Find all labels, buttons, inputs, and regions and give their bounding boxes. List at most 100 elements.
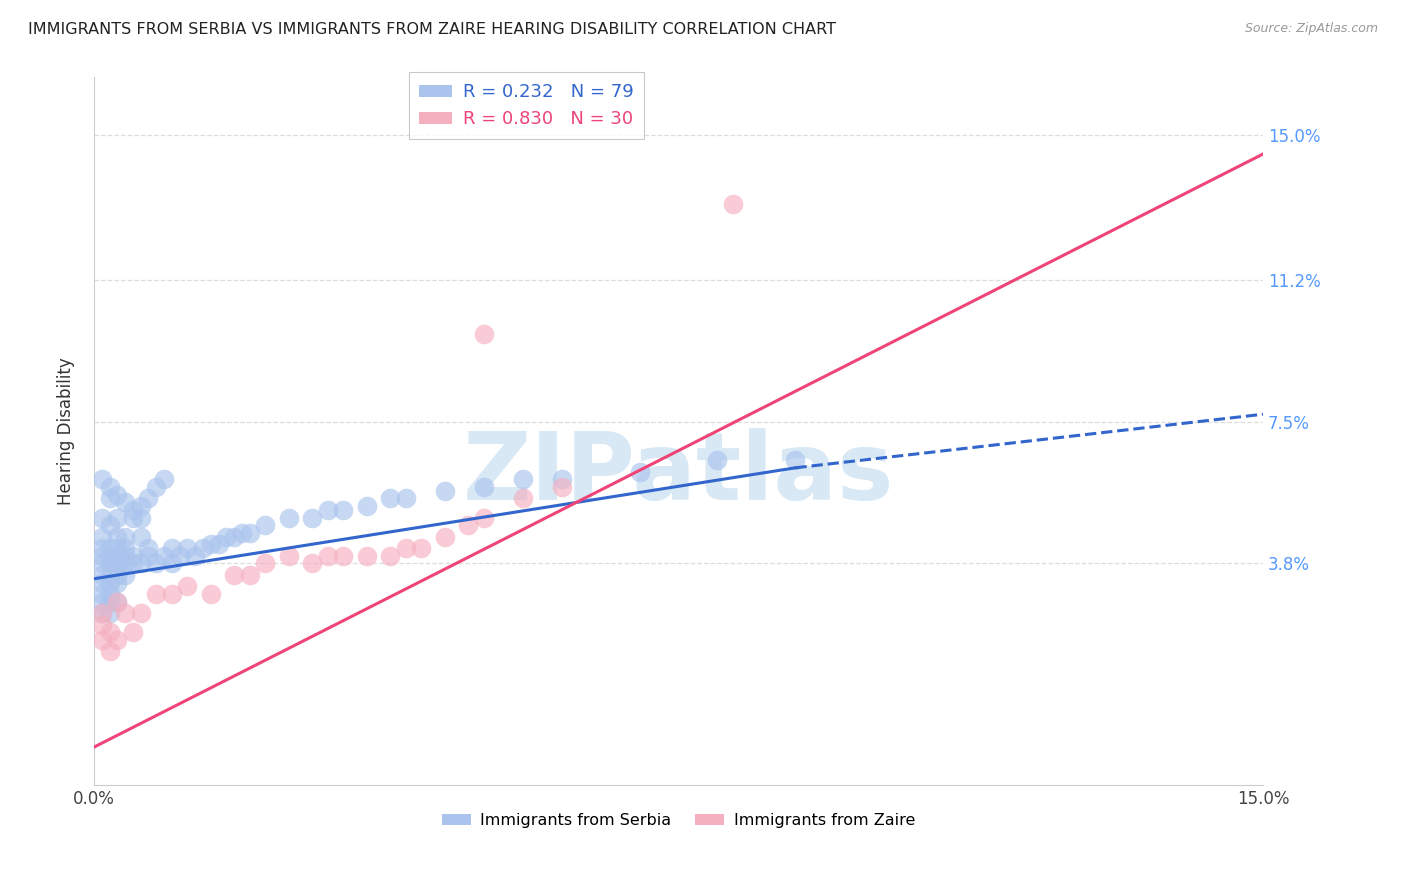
Point	[254, 518, 277, 533]
Point	[224, 530, 246, 544]
Point	[105, 530, 128, 544]
Point	[114, 557, 136, 571]
Point	[433, 483, 456, 498]
Point	[138, 541, 160, 556]
Point	[512, 491, 534, 506]
Point	[378, 491, 401, 506]
Point	[153, 472, 176, 486]
Point	[98, 625, 121, 640]
Point	[98, 587, 121, 601]
Point	[277, 549, 299, 563]
Point	[129, 530, 152, 544]
Point	[153, 549, 176, 563]
Point	[98, 557, 121, 571]
Point	[176, 579, 198, 593]
Point	[122, 625, 145, 640]
Point	[395, 541, 418, 556]
Point	[356, 499, 378, 513]
Point	[316, 503, 339, 517]
Point	[114, 606, 136, 620]
Point	[114, 549, 136, 563]
Point	[98, 595, 121, 609]
Point	[98, 606, 121, 620]
Point	[122, 557, 145, 571]
Point	[301, 510, 323, 524]
Point	[176, 541, 198, 556]
Point	[356, 549, 378, 563]
Point	[129, 557, 152, 571]
Point	[105, 568, 128, 582]
Point	[160, 541, 183, 556]
Point	[145, 557, 167, 571]
Point	[98, 549, 121, 563]
Point	[105, 595, 128, 609]
Legend: Immigrants from Serbia, Immigrants from Zaire: Immigrants from Serbia, Immigrants from …	[436, 806, 921, 834]
Point	[721, 196, 744, 211]
Point	[200, 587, 222, 601]
Point	[433, 530, 456, 544]
Point	[138, 491, 160, 506]
Text: Source: ZipAtlas.com: Source: ZipAtlas.com	[1244, 22, 1378, 36]
Point	[90, 568, 112, 582]
Point	[90, 617, 112, 632]
Point	[200, 537, 222, 551]
Point	[122, 510, 145, 524]
Point	[90, 541, 112, 556]
Point	[472, 480, 495, 494]
Point	[90, 633, 112, 648]
Point	[90, 510, 112, 524]
Point	[122, 503, 145, 517]
Point	[785, 453, 807, 467]
Point	[239, 568, 262, 582]
Point	[215, 530, 238, 544]
Point	[90, 530, 112, 544]
Point	[90, 595, 112, 609]
Point	[98, 541, 121, 556]
Point	[550, 472, 572, 486]
Point	[90, 472, 112, 486]
Point	[105, 595, 128, 609]
Point	[512, 472, 534, 486]
Point	[129, 606, 152, 620]
Point	[105, 510, 128, 524]
Point	[224, 568, 246, 582]
Point	[90, 575, 112, 590]
Point	[301, 557, 323, 571]
Point	[90, 606, 112, 620]
Point	[277, 510, 299, 524]
Point	[457, 518, 479, 533]
Point	[628, 465, 651, 479]
Point	[129, 499, 152, 513]
Point	[105, 575, 128, 590]
Point	[145, 480, 167, 494]
Point	[395, 491, 418, 506]
Point	[90, 606, 112, 620]
Point	[254, 557, 277, 571]
Point	[105, 541, 128, 556]
Point	[90, 587, 112, 601]
Text: ZIPatlas: ZIPatlas	[463, 428, 894, 520]
Point	[98, 644, 121, 658]
Point	[105, 549, 128, 563]
Point	[105, 487, 128, 501]
Point	[706, 453, 728, 467]
Point	[138, 549, 160, 563]
Point	[169, 549, 191, 563]
Point	[332, 503, 354, 517]
Point	[114, 495, 136, 509]
Point	[550, 480, 572, 494]
Point	[208, 537, 231, 551]
Point	[122, 549, 145, 563]
Point	[145, 587, 167, 601]
Point	[114, 530, 136, 544]
Point	[114, 541, 136, 556]
Point	[98, 480, 121, 494]
Point	[98, 568, 121, 582]
Point	[160, 587, 183, 601]
Point	[90, 557, 112, 571]
Point	[114, 568, 136, 582]
Point	[184, 549, 207, 563]
Point	[332, 549, 354, 563]
Point	[98, 491, 121, 506]
Point	[472, 510, 495, 524]
